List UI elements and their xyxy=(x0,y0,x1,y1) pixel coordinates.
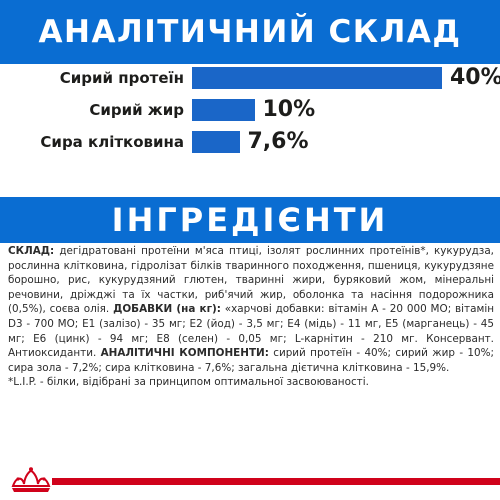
ingredients-text: СКЛАД: дегідратовані протеїни м'яса птиц… xyxy=(8,244,494,390)
additives-text: «харчові добавки: вітамін А - 20 000 МО;… xyxy=(8,303,494,360)
nutrient-bar xyxy=(192,67,442,89)
analytical-composition-banner: АНАЛІТИЧНИЙ СКЛАД xyxy=(0,0,500,64)
composition-text: дегідратовані протеїни м'яса птиці, ізол… xyxy=(8,245,494,316)
nutrient-label: Сира клітковина xyxy=(40,133,184,151)
nutrient-row-protein: Сирий протеїн 40% xyxy=(0,64,500,92)
analytical-components-label: АНАЛІТИЧНІ КОМПОНЕНТИ: xyxy=(100,347,269,360)
ingredients-banner: ІНГРЕДІЄНТИ xyxy=(0,197,500,243)
footer-accent-line xyxy=(52,478,500,485)
nutrient-value: 10% xyxy=(262,97,316,122)
ingredients-title: ІНГРЕДІЄНТИ xyxy=(111,201,389,239)
nutrient-row-fat: Сирий жир 10% xyxy=(0,96,500,124)
nutrient-label: Сирий жир xyxy=(89,101,184,119)
nutrient-label: Сирий протеїн xyxy=(59,69,184,87)
analytical-composition-title: АНАЛІТИЧНИЙ СКЛАД xyxy=(38,14,462,50)
crown-icon xyxy=(11,467,51,492)
additives-label: ДОБАВКИ (на кг): xyxy=(113,303,221,316)
nutrient-value: 7,6% xyxy=(247,129,309,154)
nutrient-bar xyxy=(192,131,240,153)
analytical-components-text: сирий протеїн - 40%; сирий жир - 10%; си… xyxy=(8,347,494,374)
nutrient-value: 40% xyxy=(450,65,500,90)
nutrient-row-fibre: Сира клітковина 7,6% xyxy=(0,128,500,156)
nutrient-bar xyxy=(192,99,255,121)
footnote-text: *L.I.P. - білки, відібрані за принципом … xyxy=(8,376,369,389)
composition-label: СКЛАД: xyxy=(8,245,55,257)
